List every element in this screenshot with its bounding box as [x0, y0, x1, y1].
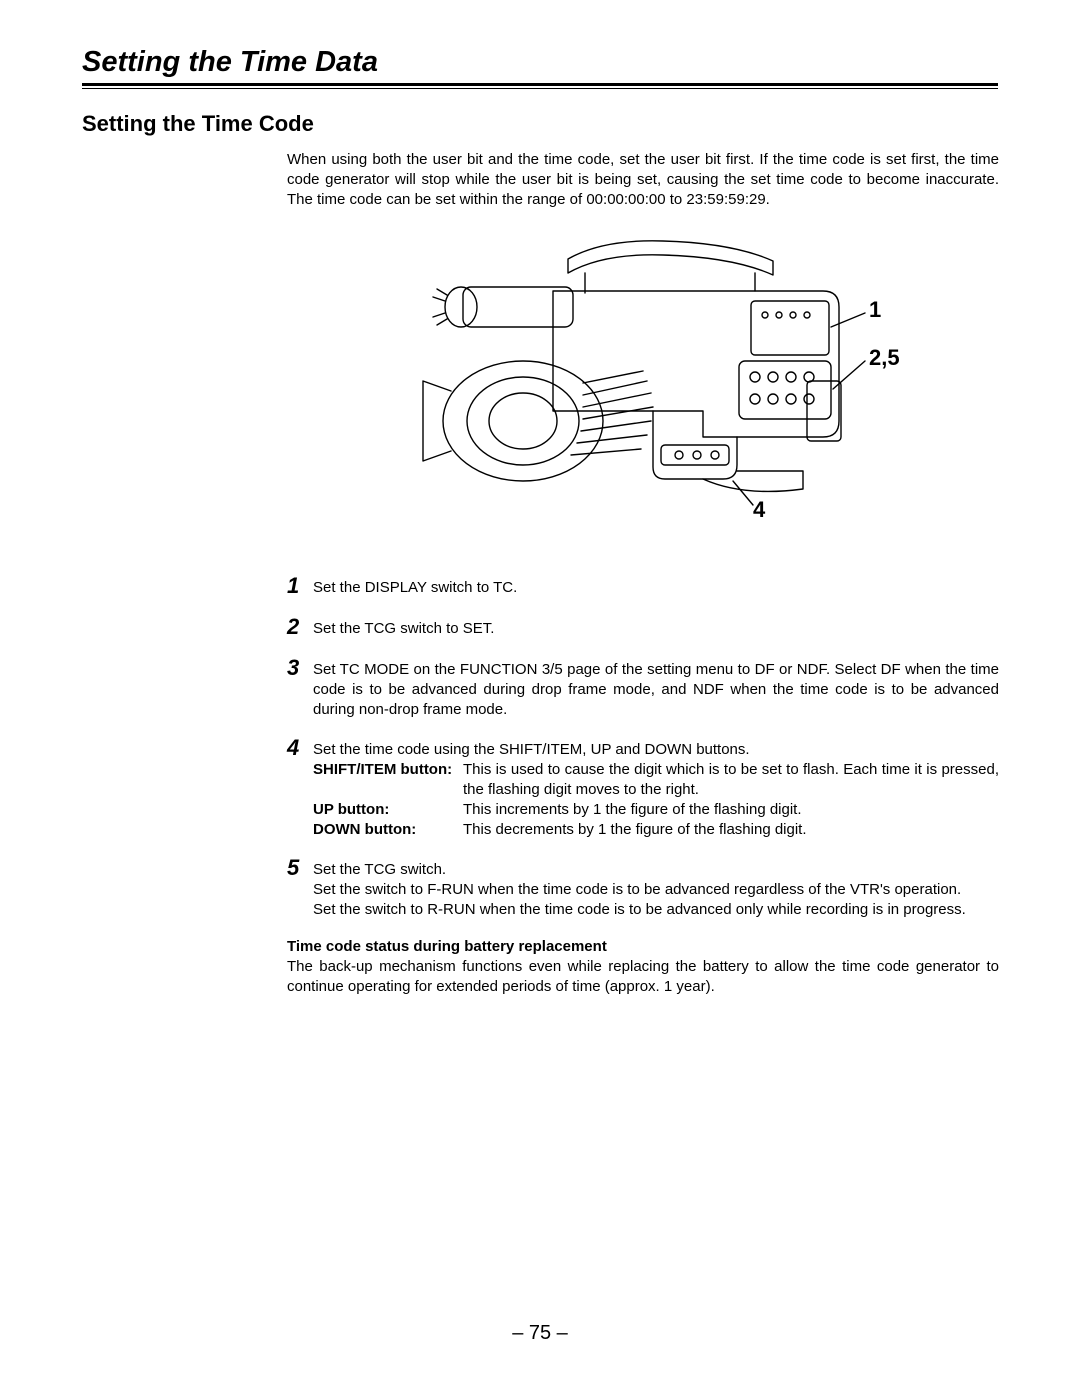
body-column: When using both the user bit and the tim…	[287, 150, 999, 996]
step-body: Set the DISPLAY switch to TC.	[313, 575, 999, 598]
step-body: Set TC MODE on the FUNCTION 3/5 page of …	[313, 657, 999, 719]
note-heading: Time code status during battery replacem…	[287, 938, 999, 955]
step-number: 3	[287, 657, 313, 679]
camera-line-art	[403, 231, 883, 531]
step5-line: Set the switch to F-RUN when the time co…	[313, 880, 999, 900]
camera-figure: 1 2,5 4	[403, 231, 883, 531]
step5-line: Set the TCG switch.	[313, 860, 999, 880]
rule-thin	[82, 88, 998, 89]
main-heading: Setting the Time Data	[82, 46, 998, 79]
document-page: Setting the Time Data Setting the Time C…	[0, 0, 1080, 1399]
callout-2-5: 2,5	[869, 345, 900, 371]
button-label: DOWN button:	[313, 820, 463, 840]
button-label: UP button:	[313, 800, 463, 820]
page-number: – 75 –	[0, 1322, 1080, 1345]
step-body: Set the TCG switch. Set the switch to F-…	[313, 857, 999, 919]
step-number: 4	[287, 737, 313, 759]
step-number: 5	[287, 857, 313, 879]
step-body: Set the time code using the SHIFT/ITEM, …	[313, 737, 999, 839]
step-1: 1 Set the DISPLAY switch to TC.	[287, 575, 999, 598]
note-body: The back-up mechanism functions even whi…	[287, 957, 999, 997]
button-desc: This is used to cause the digit which is…	[463, 760, 999, 800]
rule-thick	[82, 83, 998, 86]
button-desc: This increments by 1 the figure of the f…	[463, 800, 999, 820]
callout-4: 4	[753, 497, 765, 523]
step-number: 1	[287, 575, 313, 597]
step-3: 3 Set TC MODE on the FUNCTION 3/5 page o…	[287, 657, 999, 719]
callout-1: 1	[869, 297, 881, 323]
button-label: SHIFT/ITEM button:	[313, 760, 463, 800]
intro-paragraph: When using both the user bit and the tim…	[287, 150, 999, 209]
step-4: 4 Set the time code using the SHIFT/ITEM…	[287, 737, 999, 839]
step4-intro: Set the time code using the SHIFT/ITEM, …	[313, 740, 999, 760]
step-5: 5 Set the TCG switch. Set the switch to …	[287, 857, 999, 919]
button-def-up: UP button: This increments by 1 the figu…	[313, 800, 999, 820]
step-number: 2	[287, 616, 313, 638]
step5-line: Set the switch to R-RUN when the time co…	[313, 900, 999, 920]
sub-heading: Setting the Time Code	[82, 111, 998, 137]
button-desc: This decrements by 1 the figure of the f…	[463, 820, 999, 840]
button-def-down: DOWN button: This decrements by 1 the fi…	[313, 820, 999, 840]
step-2: 2 Set the TCG switch to SET.	[287, 616, 999, 639]
steps-list: 1 Set the DISPLAY switch to TC. 2 Set th…	[287, 575, 999, 919]
button-def-shift: SHIFT/ITEM button: This is used to cause…	[313, 760, 999, 800]
step-body: Set the TCG switch to SET.	[313, 616, 999, 639]
